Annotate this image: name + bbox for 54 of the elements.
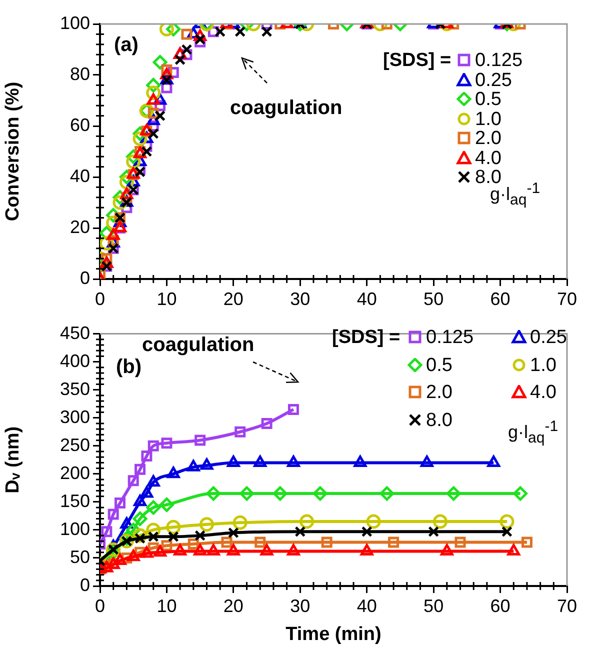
x-tick-label: 20 [223, 288, 244, 309]
annotation: (a) [114, 34, 138, 57]
legend-label: 1.0 [475, 108, 502, 130]
x-tick-label: 10 [156, 288, 177, 309]
x-tick-label: 60 [490, 288, 510, 309]
x-tick-label: 50 [424, 288, 444, 309]
x-tick-label: 50 [424, 596, 444, 616]
legend-label: 4.0 [530, 382, 556, 403]
x-tick-label: 20 [223, 596, 244, 616]
legend-label: 2.0 [426, 382, 452, 403]
x-tick-label: 30 [290, 596, 310, 616]
legend-title: [SDS] = [383, 50, 452, 71]
x-tick-label: 40 [356, 596, 377, 616]
legend-label: 0.5 [475, 89, 502, 110]
y-tick-label: 0 [80, 574, 90, 595]
y-axis-title: Conversion (%) [2, 82, 24, 222]
annotation: coagulation [230, 97, 342, 120]
legend-label: 1.0 [530, 354, 556, 376]
annotation: (b) [116, 356, 142, 379]
x-axis-title: Time (min) [286, 624, 382, 645]
x-tick-label: 0 [94, 288, 106, 309]
x-tick-label: 30 [290, 288, 310, 309]
legend-label: 0.5 [426, 354, 452, 376]
y-axis-title: Dᵥ (nm) [2, 426, 24, 494]
legend-label: 2.0 [475, 128, 502, 149]
y-tick-label: 40 [70, 166, 90, 186]
y-tick-label: 250 [60, 434, 90, 455]
x-tick-label: 40 [356, 288, 377, 309]
y-tick-label: 0 [80, 268, 90, 288]
legend-label: 0.125 [475, 50, 523, 71]
y-tick-label: 100 [60, 12, 90, 33]
legend-label: 0.25 [475, 70, 512, 90]
legend-label: 0.25 [530, 327, 567, 348]
x-tick-label: 0 [94, 596, 106, 616]
y-tick-label: 150 [60, 490, 90, 511]
legend-label: 0.125 [426, 327, 474, 348]
x-tick-label: 60 [490, 596, 510, 616]
x-tick-label: 70 [556, 596, 578, 616]
y-tick-label: 400 [60, 350, 90, 371]
y-tick-label: 350 [60, 378, 90, 399]
annotation: coagulation [142, 334, 254, 357]
y-tick-label: 100 [60, 518, 90, 539]
y-tick-label: 20 [70, 216, 90, 237]
y-tick-label: 60 [70, 114, 90, 135]
y-tick-label: 50 [70, 546, 90, 567]
y-tick-label: 200 [60, 462, 90, 483]
legend-label: 8.0 [426, 410, 452, 430]
x-tick-label: 10 [156, 596, 177, 616]
x-tick-label: 70 [556, 288, 578, 309]
y-tick-label: 450 [60, 322, 90, 343]
legend-label: 4.0 [475, 148, 502, 168]
legend-title: [SDS] = [332, 327, 400, 348]
y-tick-label: 300 [60, 406, 90, 427]
y-tick-label: 80 [70, 64, 90, 84]
